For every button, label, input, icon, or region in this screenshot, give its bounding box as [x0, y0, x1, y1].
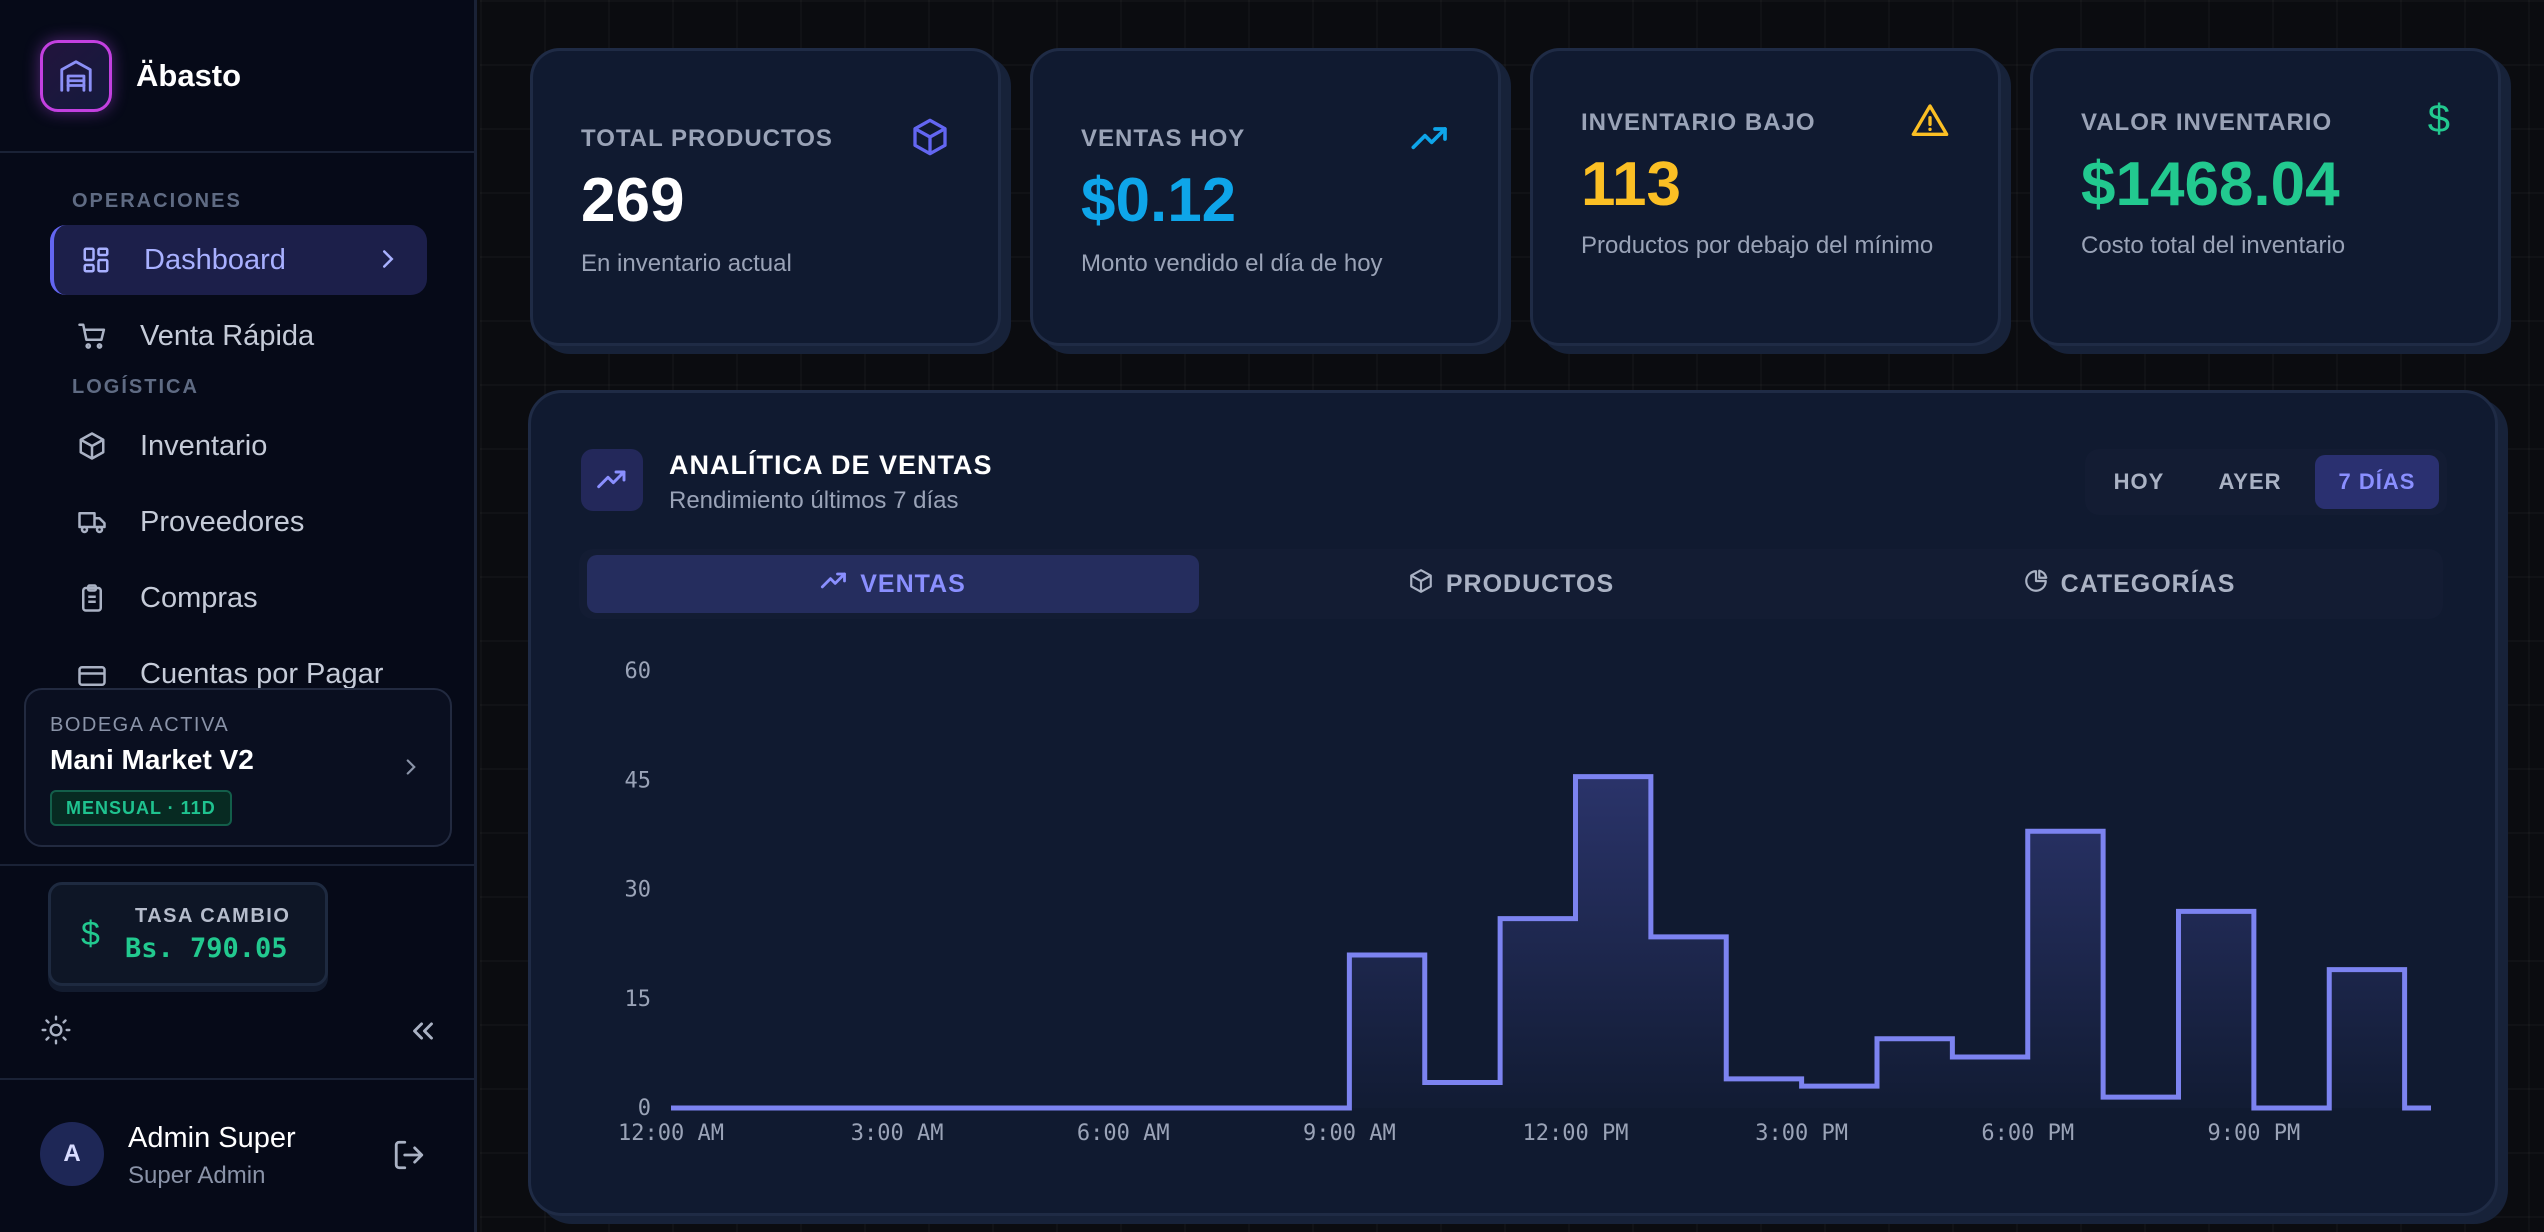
sidebar-item-venta-rapida[interactable]: Venta Rápida: [50, 301, 427, 371]
sales-analytics-panel: ANALÍTICA DE VENTAS Rendimiento últimos …: [528, 390, 2498, 1216]
divider: [0, 151, 477, 153]
trending-up-icon: [1410, 119, 1450, 164]
panel-subtitle: Rendimiento últimos 7 días: [669, 487, 959, 514]
trending-up-icon: [581, 449, 643, 511]
x-tick-label: 12:00 PM: [1523, 1121, 1629, 1146]
chart-tabs: VENTAS PRODUCTOS CATEGORÍAS: [579, 549, 2443, 619]
stat-card-total-productos: TOTAL PRODUCTOS 269 En inventario actual: [530, 48, 1001, 346]
x-tick-label: 9:00 PM: [2208, 1121, 2301, 1146]
card-value: 113: [1581, 150, 1682, 219]
sidebar-item-label: Proveedores: [140, 505, 305, 538]
box-icon: [1408, 568, 1434, 601]
main-content: TOTAL PRODUCTOS 269 En inventario actual…: [480, 0, 2544, 1232]
truck-icon: [74, 504, 110, 540]
user-role: Super Admin: [128, 1162, 266, 1189]
card-subtitle: Costo total del inventario: [2081, 232, 2346, 259]
section-label-logistica: LOGÍSTICA: [72, 376, 199, 398]
card-title: TOTAL PRODUCTOS: [581, 125, 833, 152]
x-tick-label: 6:00 PM: [1981, 1121, 2074, 1146]
tab-label: VENTAS: [860, 569, 966, 598]
avatar[interactable]: A: [40, 1122, 104, 1186]
chevron-right-icon: [398, 754, 424, 785]
clipboard-icon: [74, 580, 110, 616]
sidebar-item-compras[interactable]: Compras: [50, 563, 427, 633]
sidebar-item-label: Compras: [140, 581, 258, 614]
warehouse-label: BODEGA ACTIVA: [50, 714, 230, 736]
sidebar-item-label: Inventario: [140, 429, 268, 462]
x-tick-label: 9:00 AM: [1303, 1121, 1396, 1146]
card-subtitle: En inventario actual: [581, 250, 792, 277]
brand[interactable]: Äbasto: [40, 40, 241, 112]
range-7-dias-button[interactable]: 7 DÍAS: [2315, 455, 2439, 509]
credit-card-icon: [74, 658, 110, 689]
sidebar: Äbasto OPERACIONES Dashboard Venta Rápid…: [0, 0, 477, 1232]
sidebar-item-label: Venta Rápida: [140, 319, 315, 352]
card-title: VENTAS HOY: [1081, 125, 1246, 152]
tab-label: CATEGORÍAS: [2060, 569, 2236, 598]
x-tick-label: 3:00 PM: [1755, 1121, 1848, 1146]
exchange-rate-widget[interactable]: $ TASA CAMBIO Bs. 790.05: [48, 882, 328, 986]
box-icon: [74, 428, 110, 464]
card-subtitle: Monto vendido el día de hoy: [1081, 250, 1383, 277]
panel-title: ANALÍTICA DE VENTAS: [669, 450, 993, 480]
divider: [0, 864, 477, 866]
plan-badge: MENSUAL · 11D: [50, 790, 232, 826]
stat-card-ventas-hoy: VENTAS HOY $0.12 Monto vendido el día de…: [1030, 48, 1501, 346]
y-tick-label: 60: [625, 659, 652, 684]
y-tick-label: 0: [638, 1096, 651, 1121]
card-value: $1468.04: [2081, 150, 2340, 219]
tab-ventas[interactable]: VENTAS: [587, 555, 1199, 613]
chart-area: [671, 776, 2431, 1108]
chevrons-left-icon[interactable]: [406, 1014, 440, 1048]
dollar-icon: $: [2427, 97, 2450, 141]
sales-chart: 0 15 30 45 60 12:00 AM 3:00 AM 6:00 AM 9:00 AM 12…: [618, 659, 2431, 1146]
sidebar-item-dashboard[interactable]: Dashboard: [50, 225, 427, 295]
cart-icon: [74, 318, 110, 354]
dashboard-icon: [78, 242, 114, 278]
dollar-icon: $: [81, 915, 100, 953]
x-tick-label: 6:00 AM: [1077, 1121, 1170, 1146]
sidebar-item-inventario[interactable]: Inventario: [50, 411, 427, 481]
x-tick-label: 12:00 AM: [618, 1121, 724, 1146]
sidebar-item-label: Cuentas por Pagar: [140, 658, 384, 689]
card-title: INVENTARIO BAJO: [1581, 109, 1816, 136]
chevron-right-icon: [373, 244, 403, 282]
tab-categorias[interactable]: CATEGORÍAS: [1823, 555, 2435, 613]
warehouse-name: Mani Market V2: [50, 744, 254, 775]
card-value: $0.12: [1081, 166, 1237, 235]
warehouse-icon: [40, 40, 112, 112]
y-tick-label: 15: [625, 987, 652, 1012]
user-name: Admin Super: [128, 1122, 296, 1154]
sidebar-item-proveedores[interactable]: Proveedores: [50, 487, 427, 557]
stat-card-inventario-bajo: INVENTARIO BAJO 113 Productos por debajo…: [1530, 48, 2001, 346]
sidebar-item-cuentas-por-pagar[interactable]: Cuentas por Pagar: [50, 639, 427, 689]
section-label-operaciones: OPERACIONES: [72, 190, 242, 212]
warning-icon: [1910, 101, 1950, 146]
sun-icon[interactable]: [40, 1014, 72, 1046]
y-tick-label: 30: [625, 878, 652, 903]
range-ayer-button[interactable]: AYER: [2193, 455, 2307, 509]
card-title: VALOR INVENTARIO: [2081, 109, 2333, 136]
card-value: 269: [581, 166, 685, 235]
card-subtitle: Productos por debajo del mínimo: [1581, 232, 1934, 259]
y-tick-label: 45: [625, 768, 652, 793]
active-warehouse-card[interactable]: BODEGA ACTIVA Mani Market V2 MENSUAL · 1…: [24, 688, 452, 847]
tab-productos[interactable]: PRODUCTOS: [1205, 555, 1817, 613]
stat-card-valor-inventario: VALOR INVENTARIO $1468.04 Costo total de…: [2030, 48, 2501, 346]
box-icon: [910, 117, 950, 162]
divider: [0, 1078, 477, 1080]
range-hoy-button[interactable]: HOY: [2093, 455, 2185, 509]
range-selector: HOY AYER 7 DÍAS: [2085, 449, 2447, 515]
x-tick-label: 3:00 AM: [851, 1121, 944, 1146]
brand-name: Äbasto: [136, 58, 242, 93]
exchange-rate-value: Bs. 790.05: [125, 933, 288, 964]
pie-chart-icon: [2023, 568, 2049, 601]
exchange-rate-label: TASA CAMBIO: [135, 905, 291, 927]
sidebar-item-label: Dashboard: [144, 243, 286, 276]
tab-label: PRODUCTOS: [1445, 569, 1615, 598]
chart-series-line: [671, 774, 2431, 1111]
trending-up-icon: [820, 567, 848, 602]
logout-icon[interactable]: [392, 1138, 426, 1172]
